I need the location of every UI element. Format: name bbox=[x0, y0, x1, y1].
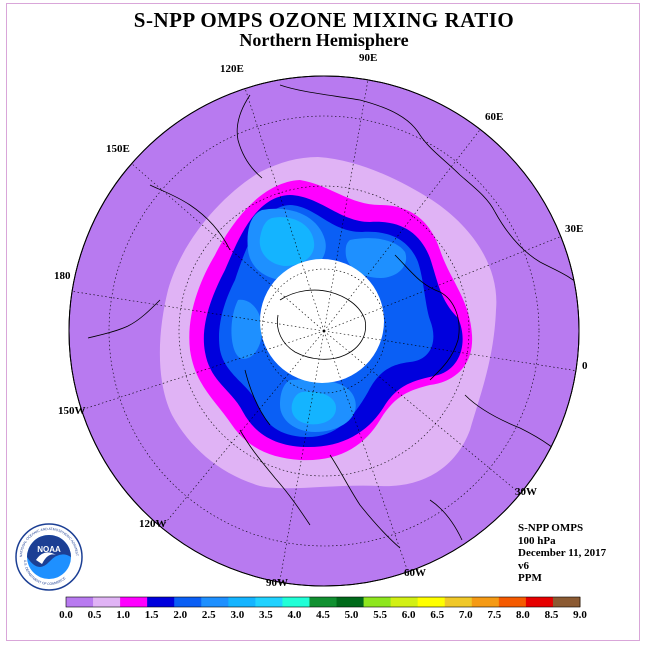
colorbar-swatch bbox=[228, 597, 256, 607]
colorbar-swatch bbox=[390, 597, 419, 607]
map-title: S-NPP OMPS OZONE MIXING RATIO bbox=[133, 8, 515, 32]
colorbar-tick-label: 5.5 bbox=[373, 609, 387, 621]
colorbar-swatch bbox=[120, 597, 148, 607]
colorbar-tick-label: 5.0 bbox=[345, 609, 359, 621]
colorbar-swatch bbox=[174, 597, 202, 607]
no-data-cap bbox=[260, 259, 384, 383]
map-subtitle: Northern Hemisphere bbox=[239, 30, 409, 50]
lon-label-30w: 30W bbox=[515, 486, 537, 498]
colorbar-tick-label: 8.5 bbox=[545, 609, 559, 621]
colorbar-tick-label: 7.5 bbox=[487, 609, 501, 621]
colorbar-tick-label: 6.0 bbox=[402, 609, 416, 621]
colorbar-swatch bbox=[93, 597, 121, 607]
colorbar-swatch bbox=[417, 597, 446, 607]
colorbar-swatch bbox=[471, 597, 500, 607]
colorbar-swatch bbox=[444, 597, 473, 607]
colorbar-swatches bbox=[65, 596, 581, 608]
lon-label-180: 180 bbox=[54, 270, 71, 282]
lon-label-150w: 150W bbox=[58, 405, 86, 417]
colorbar-swatch bbox=[525, 597, 554, 607]
lon-label-60w: 60W bbox=[404, 567, 426, 579]
colorbar-tick-label: 1.0 bbox=[116, 609, 130, 621]
colorbar-tick-label: 6.5 bbox=[430, 609, 444, 621]
colorbar-tick-label: 1.5 bbox=[145, 609, 159, 621]
lon-label-30e: 30E bbox=[565, 223, 583, 235]
info-pressure: 100 hPa bbox=[518, 534, 556, 547]
contour-dodger-4 bbox=[231, 299, 262, 359]
colorbar-tick-label: 3.5 bbox=[259, 609, 273, 621]
colorbar-swatch bbox=[147, 597, 175, 607]
colorbar-swatch bbox=[309, 597, 338, 607]
lon-label-150e: 150E bbox=[106, 143, 130, 155]
lon-label-60e: 60E bbox=[485, 111, 503, 123]
colorbar-tick-label: 7.0 bbox=[459, 609, 473, 621]
figure-frame bbox=[6, 3, 640, 641]
lon-label-0: 0 bbox=[582, 360, 588, 372]
lon-label-90e: 90E bbox=[359, 52, 377, 64]
coastlines bbox=[87, 84, 579, 549]
contour-dodger-2 bbox=[345, 238, 407, 278]
colorbar-swatch bbox=[66, 597, 94, 607]
contour-light-blue-2 bbox=[291, 391, 336, 425]
colorbar-tick-label: 3.0 bbox=[230, 609, 244, 621]
colorbar-tick-label: 9.0 bbox=[573, 609, 587, 621]
colorbar-tick-label: 2.5 bbox=[202, 609, 216, 621]
colorbar-swatch bbox=[363, 597, 392, 607]
colorbar-tick-label: 4.0 bbox=[288, 609, 302, 621]
colorbar-swatch bbox=[336, 597, 365, 607]
colorbar-swatch bbox=[201, 597, 229, 607]
colorbar-tick-label: 0.5 bbox=[88, 609, 102, 621]
colorbar-tick-label: 0.0 bbox=[59, 609, 73, 621]
lon-label-120w: 120W bbox=[139, 518, 167, 530]
info-version: v6 bbox=[518, 559, 529, 572]
info-units: PPM bbox=[518, 572, 542, 584]
colorbar-swatch bbox=[255, 597, 283, 607]
colorbar-swatch bbox=[498, 597, 527, 607]
colorbar-tick-label: 2.0 bbox=[173, 609, 187, 621]
colorbar-swatch bbox=[552, 597, 581, 607]
lon-label-90w: 90W bbox=[266, 577, 288, 589]
graticule bbox=[69, 76, 579, 586]
info-date: December 11, 2017 bbox=[518, 547, 607, 559]
colorbar-ticks: 0.0 0.5 1.0 1.5 2.0 2.5 3.0 3.5 4.0 4.5 5.0 5.5 6.0 6… bbox=[59, 609, 587, 621]
contour-light-blue bbox=[259, 217, 315, 266]
info-instrument: S-NPP OMPS bbox=[518, 522, 584, 534]
lon-label-120e: 120E bbox=[220, 63, 244, 75]
colorbar-tick-label: 8.0 bbox=[516, 609, 530, 621]
colorbar-swatch bbox=[282, 597, 310, 607]
noaa-logo-icon: NOAA NATIONAL OCEANIC AND ATMOSPHERIC AD… bbox=[14, 522, 83, 591]
colorbar-tick-label: 4.5 bbox=[316, 609, 330, 621]
info-block: S-NPP OMPS 100 hPa December 11, 2017 v6 … bbox=[518, 522, 606, 585]
svg-text:NOAA: NOAA bbox=[37, 545, 61, 554]
